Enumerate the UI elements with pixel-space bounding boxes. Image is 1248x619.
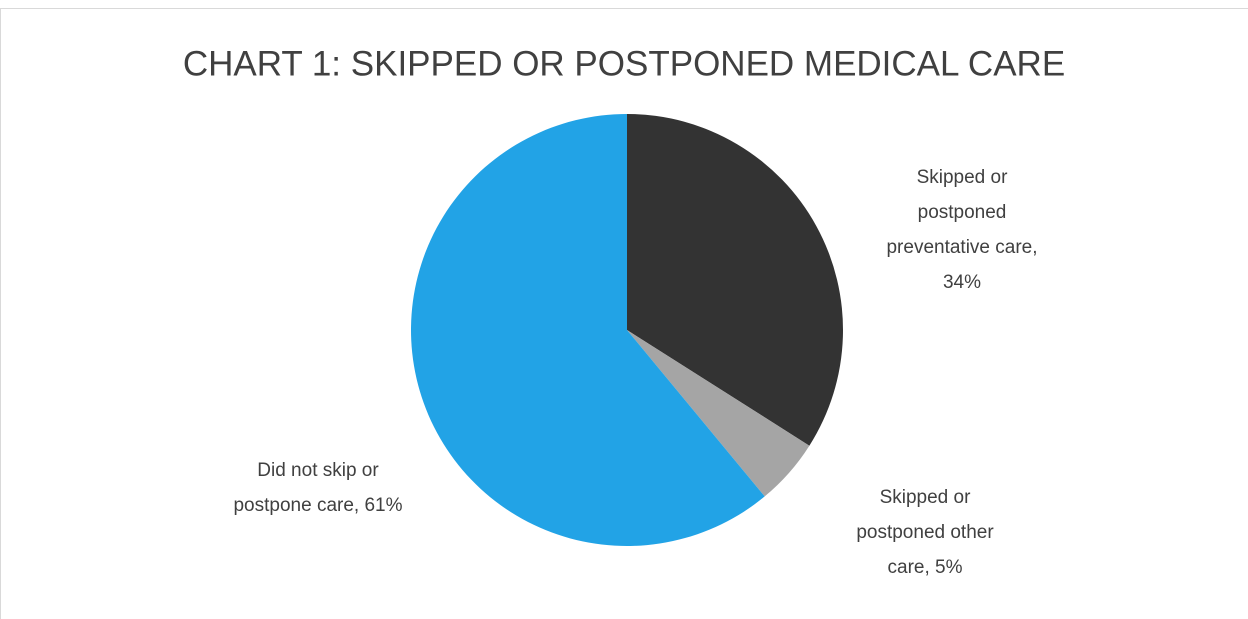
data-label: Skipped or postponed other care, 5% — [856, 487, 994, 578]
pie-slice — [627, 330, 810, 497]
data-label: Skipped or postponed preventative care, … — [886, 167, 1038, 293]
chart-title: CHART 1: SKIPPED OR POSTPONED MEDICAL CA… — [183, 44, 1065, 83]
pie-slice — [411, 114, 765, 546]
pie-slice — [627, 114, 843, 446]
chart-border — [0, 8, 1248, 619]
data-label: Did not skip or postpone care, 61% — [233, 460, 403, 516]
